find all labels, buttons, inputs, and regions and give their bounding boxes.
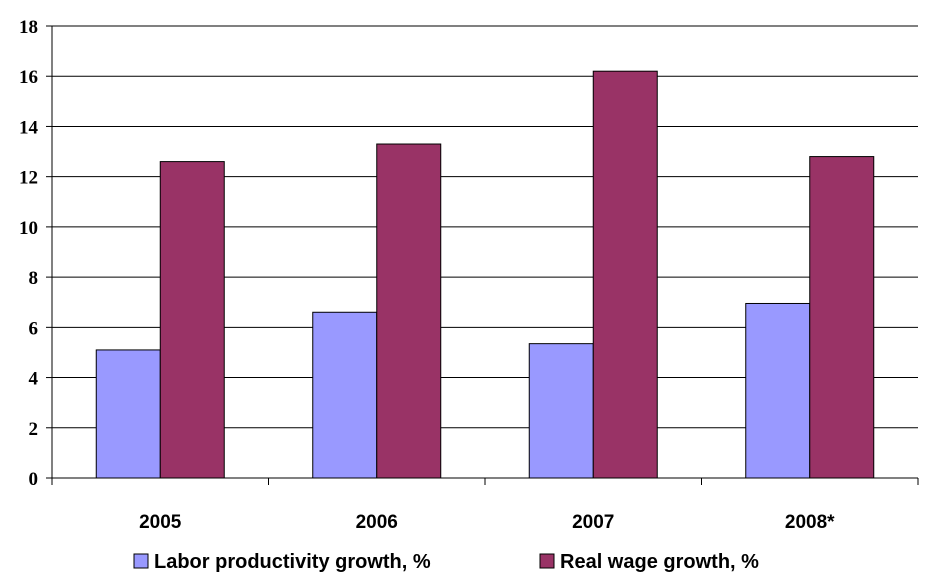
- x-tick-label: 2006: [356, 512, 398, 533]
- x-tick-labels: 2005 2006 2007 2008*: [139, 512, 835, 533]
- bar-labor-productivity-2006: [312, 311, 378, 479]
- bar-real-wage-2005: [159, 161, 225, 479]
- legend-swatch-labor-productivity: [133, 553, 149, 569]
- legend-label: Labor productivity growth, %: [154, 551, 431, 573]
- axes: [46, 25, 919, 485]
- legend-label: Real wage growth, %: [560, 551, 759, 573]
- bar-labor-productivity-2005: [95, 349, 161, 479]
- y-tick-label: 4: [29, 369, 39, 390]
- y-tick-label: 16: [19, 67, 38, 88]
- y-tick-label: 14: [19, 117, 39, 138]
- y-tick-label: 8: [29, 268, 39, 289]
- y-tick-label: 6: [29, 318, 39, 339]
- legend: Labor productivity growth, % Real wage gr…: [133, 551, 759, 573]
- legend-swatch-real-wage: [539, 553, 555, 569]
- bars: [95, 70, 875, 479]
- x-tick-label: 2007: [572, 512, 614, 533]
- x-tick-label: 2008*: [785, 512, 835, 533]
- y-tick-label: 10: [19, 218, 38, 239]
- bar-labor-productivity-2008: [745, 302, 811, 479]
- bar-real-wage-2006: [376, 143, 442, 479]
- y-tick-label: 12: [19, 168, 38, 189]
- y-tick-label: 0: [29, 469, 39, 490]
- bar-labor-productivity-2007: [528, 343, 594, 479]
- y-tick-label: 18: [19, 17, 38, 38]
- y-tick-labels: 0 2 4 6 8 10 12 14 16 18: [19, 17, 39, 490]
- bar-real-wage-2007: [592, 70, 658, 479]
- bar-real-wage-2008: [809, 156, 875, 479]
- y-tick-label: 2: [29, 419, 39, 440]
- x-tick-label: 2005: [139, 512, 182, 533]
